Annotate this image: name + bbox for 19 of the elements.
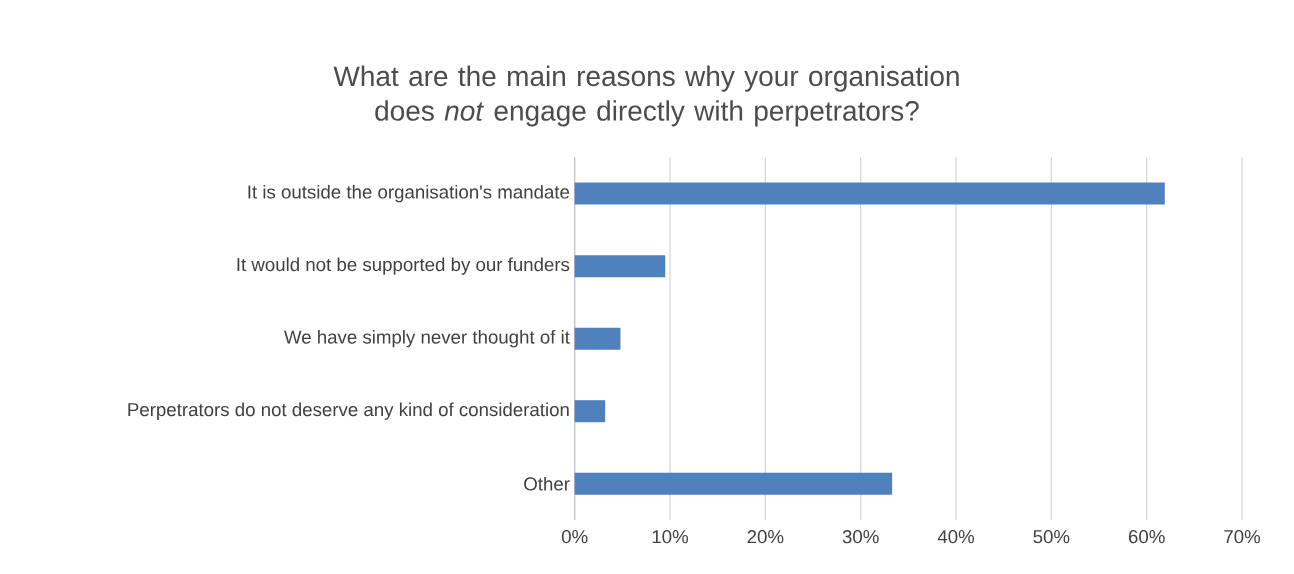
bar (574, 327, 621, 350)
bar (574, 182, 1165, 205)
x-tick-label: 50% (1033, 530, 1070, 544)
bar (574, 255, 666, 278)
y-tick-label: Other (524, 476, 570, 491)
y-tick-label: We have simply never thought of it (284, 329, 570, 348)
bar (574, 472, 893, 495)
x-tick-label: 70% (1224, 530, 1261, 544)
x-tick-label: 30% (842, 530, 879, 544)
y-tick-label: It would not be supported by our funders (237, 257, 570, 275)
bar (574, 400, 606, 423)
chart-title: What are the main reasons why your organisation does not engage directly with perpetrators? (333, 65, 959, 127)
y-tick-label: Perpetrators do not deserve any kind of consideration (128, 402, 569, 420)
y-tick-label: It is outside the organisation's mandate (248, 184, 570, 203)
x-tick-label: 60% (1128, 530, 1165, 544)
x-tick-label: 10% (652, 530, 689, 544)
x-tick-label: 20% (747, 530, 784, 544)
x-tick-label: 0% (561, 530, 588, 544)
x-tick-label: 40% (937, 530, 975, 544)
